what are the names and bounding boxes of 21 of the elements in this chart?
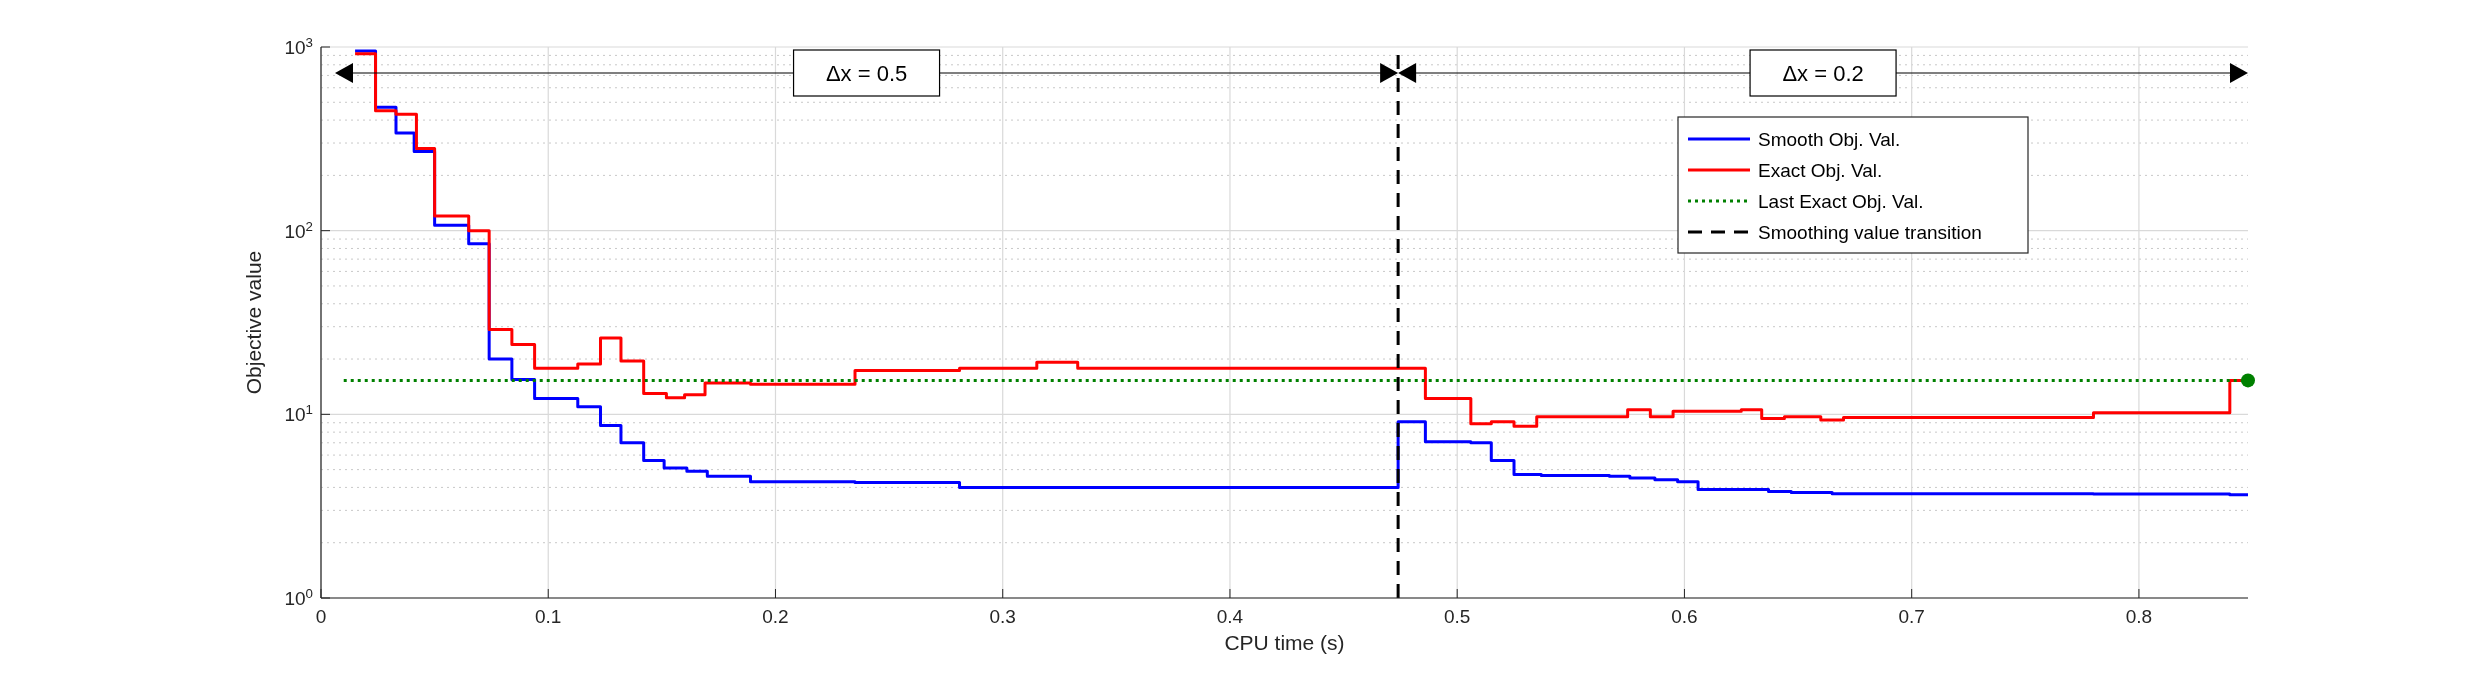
x-tick-label: 0.3 [989,606,1016,627]
x-tick-label: 0.8 [2125,606,2153,627]
y-tick-label: 10$^{0}$ [284,585,313,609]
x-tick-label: 0.6 [1671,606,1698,627]
x-axis-title: CPU time (s) [1224,631,1345,654]
x-tick-label: 0.1 [535,606,562,627]
y-tick-label: 10$^{1}$ [284,401,313,426]
x-tick-label: 0 [315,606,327,627]
legend-label: Smoothing value transition [1758,222,1982,243]
legend-label: Last Exact Obj. Val. [1758,191,1924,212]
annotation: Δx = 0.2 [1782,61,1864,86]
legend-label: Exact Obj. Val. [1758,160,1883,181]
x-tick-label: 0.5 [1443,606,1471,627]
x-tick-label: 0.4 [1216,606,1244,627]
legend-label: Smooth Obj. Val. [1758,129,1901,150]
annotation: Δx = 0.5 [825,61,908,86]
y-axis-title: Objective value [242,250,265,395]
x-tick-label: 0.2 [762,606,789,627]
x-tick-label: 0.7 [1898,606,1925,627]
y-tick-label: 10$^{2}$ [284,218,313,242]
y-tick-label: 10$^{3}$ [284,34,313,58]
